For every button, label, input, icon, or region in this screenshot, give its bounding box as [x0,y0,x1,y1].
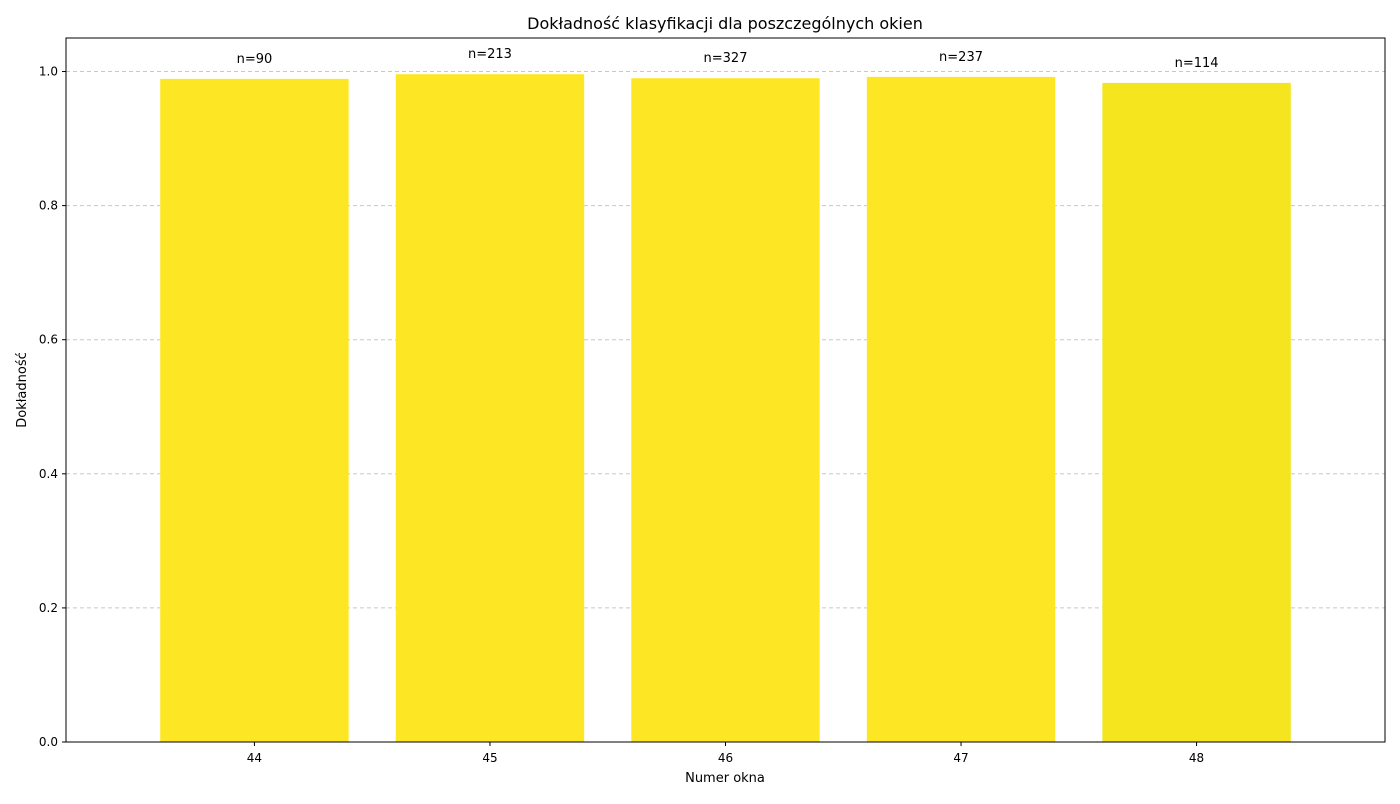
y-tick-label: 0.4 [39,467,58,481]
y-tick-label: 0.0 [39,735,58,749]
y-tick-label: 0.8 [39,199,58,213]
bar-window-47 [866,76,1056,742]
x-axis-ticks: 44 45 46 47 48 [247,742,1204,765]
y-tick-label: 1.0 [39,65,58,79]
bar-count-label: n=90 [237,52,273,67]
bar-count-label: n=114 [1175,56,1219,71]
x-tick-label: 44 [247,751,262,765]
x-tick-label: 47 [953,751,968,765]
bar-window-48 [1102,82,1291,743]
y-tick-label: 0.6 [39,333,58,347]
y-axis-label: Dokładność [15,352,30,428]
y-tick-label: 0.2 [39,601,58,615]
y-axis-ticks: 0.0 0.2 0.4 0.6 0.8 1.0 [39,65,66,749]
bar-window-45 [395,74,585,743]
x-tick-label: 48 [1189,751,1204,765]
bars [160,74,1291,743]
bar-count-label: n=237 [939,50,983,65]
x-tick-label: 46 [718,751,733,765]
bar-window-46 [631,78,820,742]
x-tick-label: 45 [482,751,497,765]
bar-count-label: n=327 [704,51,748,66]
bar-window-44 [160,78,349,742]
x-axis-label: Numer okna [685,771,765,786]
chart-title: Dokładność klasyfikacji dla poszczególny… [527,14,923,33]
bar-value-labels: n=90 n=213 n=327 n=237 n=114 [237,47,1219,71]
bar-count-label: n=213 [468,47,512,62]
